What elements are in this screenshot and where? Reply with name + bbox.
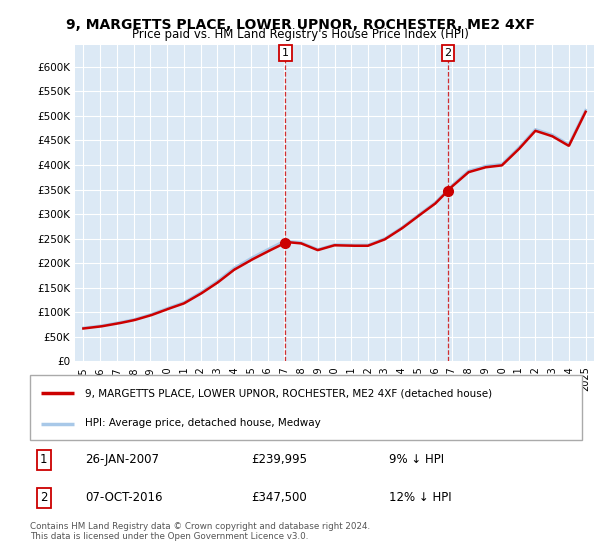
Text: Price paid vs. HM Land Registry's House Price Index (HPI): Price paid vs. HM Land Registry's House … (131, 28, 469, 41)
Text: 9, MARGETTS PLACE, LOWER UPNOR, ROCHESTER, ME2 4XF: 9, MARGETTS PLACE, LOWER UPNOR, ROCHESTE… (65, 18, 535, 32)
Text: £239,995: £239,995 (251, 453, 307, 466)
Text: 9% ↓ HPI: 9% ↓ HPI (389, 453, 444, 466)
Text: This data is licensed under the Open Government Licence v3.0.: This data is licensed under the Open Gov… (30, 532, 308, 541)
Text: 26-JAN-2007: 26-JAN-2007 (85, 453, 159, 466)
Text: HPI: Average price, detached house, Medway: HPI: Average price, detached house, Medw… (85, 418, 321, 428)
Text: 9, MARGETTS PLACE, LOWER UPNOR, ROCHESTER, ME2 4XF (detached house): 9, MARGETTS PLACE, LOWER UPNOR, ROCHESTE… (85, 388, 493, 398)
Text: Contains HM Land Registry data © Crown copyright and database right 2024.: Contains HM Land Registry data © Crown c… (30, 522, 370, 531)
Text: 1: 1 (282, 48, 289, 58)
Text: 07-OCT-2016: 07-OCT-2016 (85, 491, 163, 504)
Text: 1: 1 (40, 453, 47, 466)
Text: 2: 2 (444, 48, 451, 58)
FancyBboxPatch shape (30, 375, 582, 440)
Text: £347,500: £347,500 (251, 491, 307, 504)
Text: 2: 2 (40, 491, 47, 504)
Text: 12% ↓ HPI: 12% ↓ HPI (389, 491, 451, 504)
